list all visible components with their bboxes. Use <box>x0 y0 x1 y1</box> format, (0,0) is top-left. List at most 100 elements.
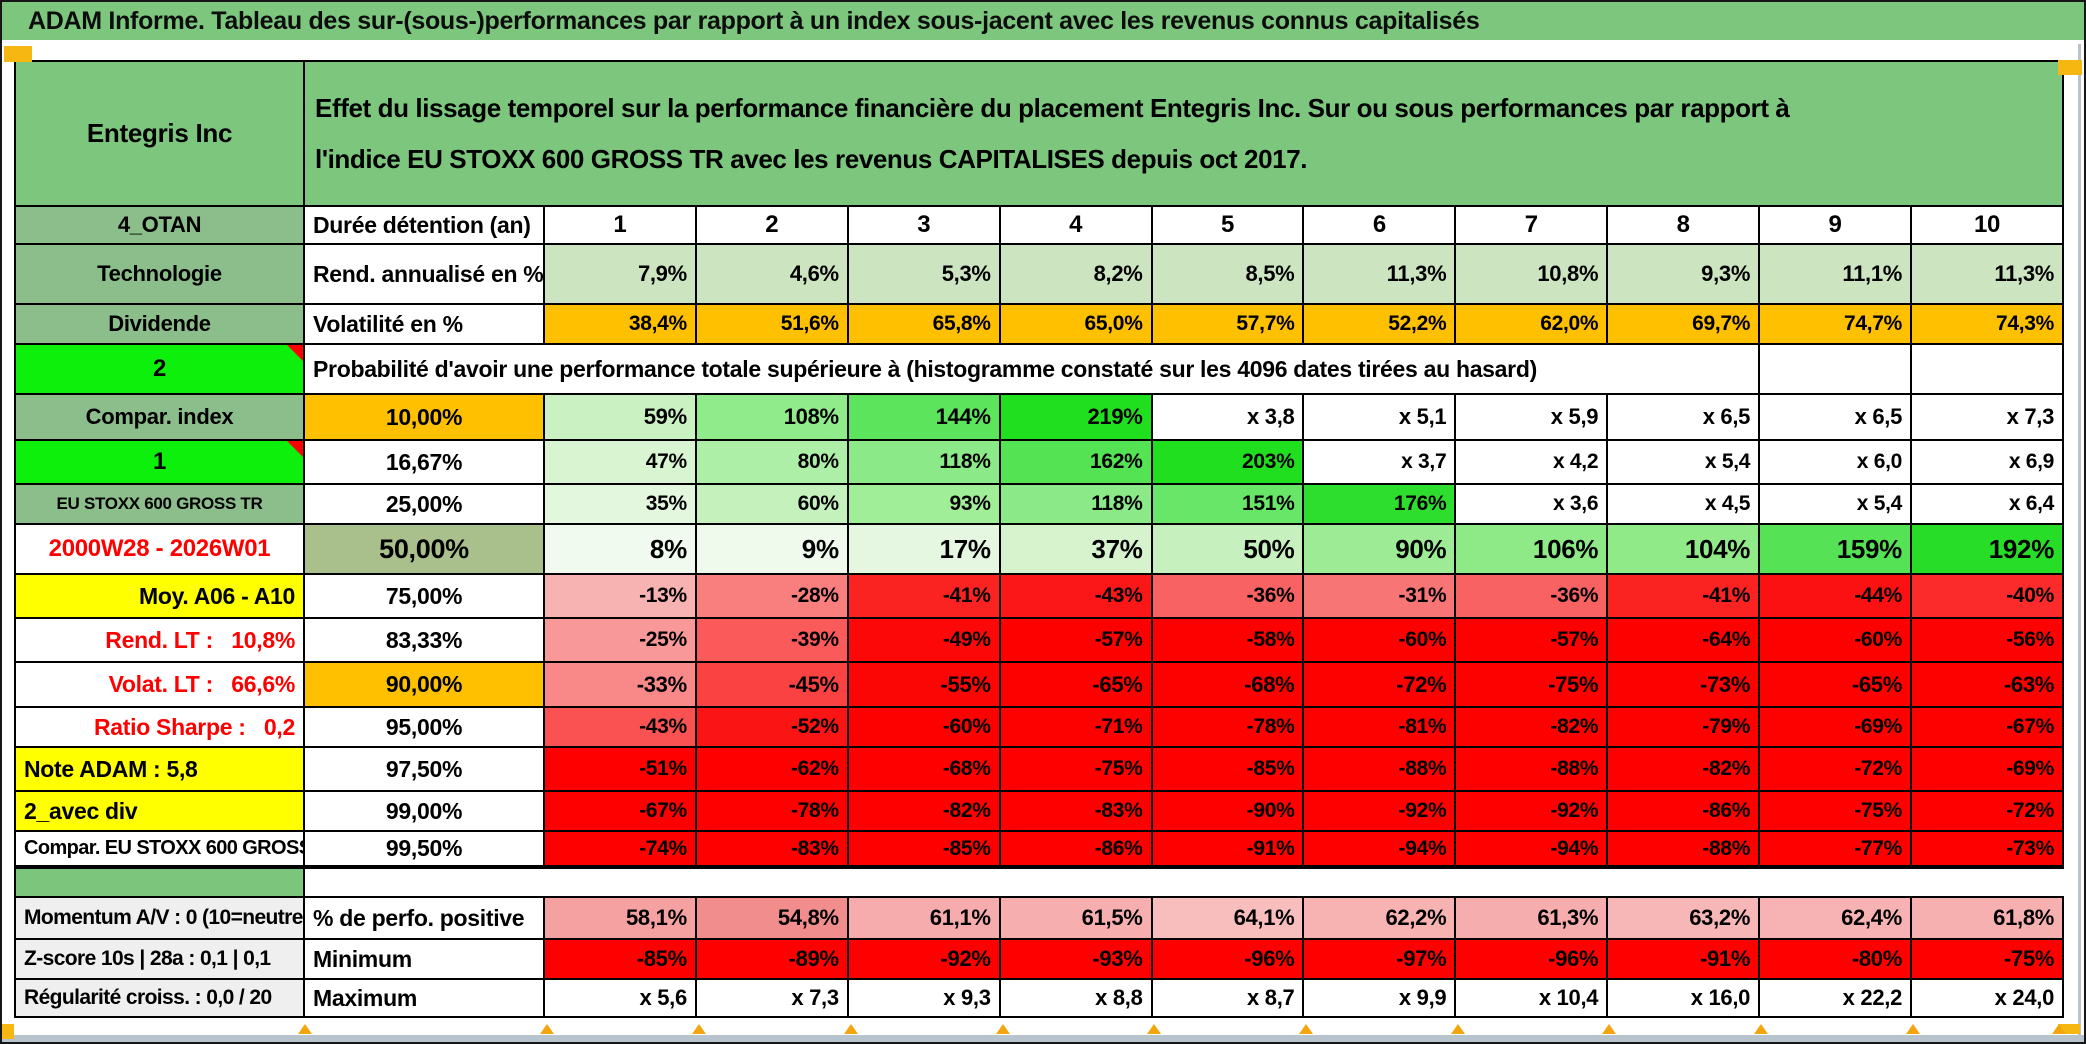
row-label-cell[interactable]: 4_OTAN <box>14 205 305 245</box>
data-cell[interactable]: 38,4% <box>543 303 697 345</box>
data-cell[interactable]: -86% <box>1606 790 1761 832</box>
row-span-text-cell[interactable]: Probabilité d'avoir une performance tota… <box>302 343 1761 395</box>
data-cell[interactable]: -28% <box>694 573 849 619</box>
data-cell[interactable]: x 7,3 <box>694 978 849 1018</box>
row-subfield-cell[interactable]: 25,00% <box>303 483 545 525</box>
row-subfield-cell[interactable]: 97,50% <box>303 746 545 792</box>
data-cell[interactable]: -36% <box>1150 573 1305 619</box>
data-cell[interactable]: x 6,5 <box>1758 393 1913 441</box>
data-cell[interactable]: -78% <box>1150 706 1305 748</box>
data-cell[interactable]: 69,7% <box>1606 303 1761 345</box>
data-cell[interactable]: 47% <box>543 439 697 485</box>
row-label-cell[interactable]: EU STOXX 600 GROSS TR <box>14 483 305 525</box>
data-cell[interactable]: -96% <box>1454 938 1609 980</box>
data-cell[interactable]: -25% <box>543 617 697 663</box>
data-cell[interactable]: -52% <box>694 706 849 748</box>
data-cell[interactable]: 61,5% <box>998 896 1153 940</box>
data-cell[interactable]: 203% <box>1150 439 1305 485</box>
data-cell[interactable]: -73% <box>1606 661 1761 708</box>
data-cell[interactable]: -63% <box>1910 661 2065 708</box>
data-cell[interactable]: x 4,2 <box>1454 439 1609 485</box>
data-cell[interactable]: -92% <box>846 938 1001 980</box>
data-cell[interactable]: -91% <box>1606 938 1761 980</box>
row-subfield-cell[interactable]: 50,00% <box>303 523 545 575</box>
data-cell[interactable]: -31% <box>1302 573 1457 619</box>
data-cell[interactable]: -78% <box>694 790 849 832</box>
row-label-cell[interactable]: 2 <box>14 343 305 395</box>
data-cell[interactable]: 52,2% <box>1302 303 1457 345</box>
data-cell[interactable]: -62% <box>694 746 849 792</box>
row-label-cell[interactable]: Z-score 10s | 28a : 0,1 | 0,1 <box>14 938 305 980</box>
data-cell[interactable]: -77% <box>1758 830 1913 869</box>
data-cell[interactable]: 176% <box>1302 483 1457 525</box>
data-cell[interactable]: 61,8% <box>1910 896 2065 940</box>
data-cell[interactable]: 6 <box>1302 205 1457 245</box>
row-subfield-cell[interactable]: % de perfo. positive <box>303 896 545 940</box>
row-subfield-cell[interactable]: 95,00% <box>303 706 545 748</box>
data-cell[interactable]: 4 <box>998 205 1153 245</box>
data-cell[interactable]: -92% <box>1302 790 1457 832</box>
data-cell[interactable]: -65% <box>998 661 1153 708</box>
data-cell[interactable]: -82% <box>1606 746 1761 792</box>
data-cell[interactable]: 11,3% <box>1302 243 1457 305</box>
data-cell[interactable]: 17% <box>846 523 1001 575</box>
data-cell[interactable]: 2 <box>694 205 849 245</box>
data-cell[interactable]: x 5,6 <box>543 978 697 1018</box>
data-cell[interactable]: 8% <box>543 523 697 575</box>
data-cell[interactable]: 8,2% <box>998 243 1153 305</box>
data-cell[interactable]: -94% <box>1302 830 1457 869</box>
data-cell[interactable]: -72% <box>1758 746 1913 792</box>
data-cell[interactable]: 62,2% <box>1302 896 1457 940</box>
data-cell[interactable]: x 4,5 <box>1606 483 1761 525</box>
data-cell[interactable]: -67% <box>1910 706 2065 748</box>
row-subfield-cell[interactable]: Minimum <box>303 938 545 980</box>
row-label-cell[interactable]: Compar. index <box>14 393 305 441</box>
row-subfield-cell[interactable]: 16,67% <box>303 439 545 485</box>
data-cell[interactable]: -83% <box>694 830 849 869</box>
data-cell[interactable]: -41% <box>846 573 1001 619</box>
data-cell[interactable]: -13% <box>543 573 697 619</box>
row-subfield-cell[interactable]: 10,00% <box>303 393 545 441</box>
data-cell[interactable]: -41% <box>1606 573 1761 619</box>
row-subfield-cell[interactable]: Maximum <box>303 978 545 1018</box>
data-cell[interactable]: -64% <box>1606 617 1761 663</box>
data-cell[interactable]: -90% <box>1150 790 1305 832</box>
data-cell[interactable]: 104% <box>1606 523 1761 575</box>
data-cell[interactable]: -60% <box>1302 617 1457 663</box>
data-cell[interactable]: -72% <box>1910 790 2065 832</box>
data-cell[interactable]: 64,1% <box>1150 896 1305 940</box>
data-cell[interactable]: -75% <box>1910 938 2065 980</box>
data-cell[interactable]: -71% <box>998 706 1153 748</box>
row-label-cell[interactable]: Volat. LT : 66,6% <box>14 661 305 708</box>
data-cell[interactable]: -72% <box>1302 661 1457 708</box>
row-label-cell[interactable] <box>14 866 305 898</box>
data-cell[interactable]: -69% <box>1910 746 2065 792</box>
data-cell[interactable]: 11,3% <box>1910 243 2065 305</box>
data-cell[interactable]: x 10,4 <box>1454 978 1609 1018</box>
row-label-cell[interactable]: 2_avec div <box>14 790 305 832</box>
data-cell[interactable]: -79% <box>1606 706 1761 748</box>
data-cell[interactable]: -86% <box>998 830 1153 869</box>
data-cell[interactable]: 51,6% <box>694 303 849 345</box>
data-cell[interactable]: -44% <box>1758 573 1913 619</box>
data-cell[interactable]: 144% <box>846 393 1001 441</box>
data-cell[interactable]: 118% <box>846 439 1001 485</box>
data-cell[interactable]: -97% <box>1302 938 1457 980</box>
data-cell[interactable]: 3 <box>846 205 1001 245</box>
data-cell[interactable]: -88% <box>1606 830 1761 869</box>
data-cell[interactable]: 63,2% <box>1606 896 1761 940</box>
data-cell[interactable]: 62,0% <box>1454 303 1609 345</box>
data-cell[interactable]: x 5,1 <box>1302 393 1457 441</box>
data-cell[interactable]: -73% <box>1910 830 2065 869</box>
data-cell[interactable]: 54,8% <box>694 896 849 940</box>
data-cell[interactable]: 80% <box>694 439 849 485</box>
data-cell[interactable]: -75% <box>1758 790 1913 832</box>
data-cell[interactable]: 108% <box>694 393 849 441</box>
data-cell[interactable]: x 7,3 <box>1910 393 2065 441</box>
data-cell[interactable]: 1 <box>543 205 697 245</box>
data-cell[interactable]: -58% <box>1150 617 1305 663</box>
data-cell[interactable]: x 3,7 <box>1302 439 1457 485</box>
data-cell[interactable]: -82% <box>1454 706 1609 748</box>
data-cell[interactable]: -83% <box>998 790 1153 832</box>
data-cell[interactable]: -49% <box>846 617 1001 663</box>
